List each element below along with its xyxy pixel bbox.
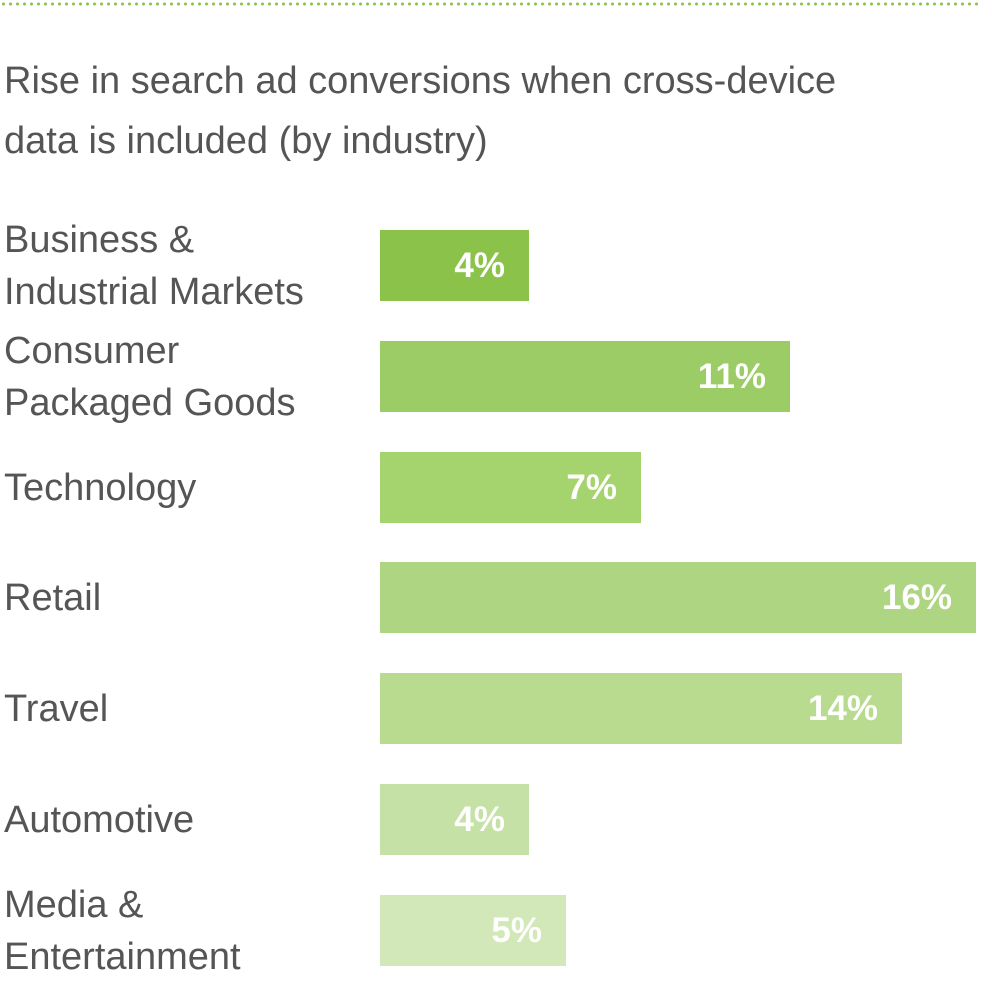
category-label: Consumer Packaged Goods	[4, 325, 364, 429]
bar-value-label: 4%	[454, 800, 505, 839]
bar: 5%	[380, 895, 566, 966]
category-label: Technology	[4, 436, 364, 540]
category-label-line: Automotive	[4, 798, 195, 841]
bar: 7%	[380, 452, 641, 523]
chart-title: Rise in search ad conversions when cross…	[4, 51, 974, 171]
bar: 16%	[380, 562, 976, 633]
category-label: Media & Entertainment	[4, 879, 364, 983]
category-label-line: Business &	[4, 218, 195, 261]
category-label-line: Industrial Markets	[4, 270, 304, 313]
bar: 4%	[380, 230, 529, 301]
chart-title-line-1: Rise in search ad conversions when cross…	[4, 60, 837, 102]
bar-value-label: 5%	[491, 911, 542, 950]
category-label: Travel	[4, 657, 364, 761]
category-label: Automotive	[4, 768, 364, 872]
category-label-line: Packaged Goods	[4, 381, 296, 424]
category-label-line: Media &	[4, 883, 144, 926]
category-label-line: Travel	[4, 687, 109, 730]
bar-value-label: 14%	[807, 689, 878, 728]
category-label-line: Technology	[4, 466, 197, 509]
category-label-line: Entertainment	[4, 935, 241, 978]
bar: 4%	[380, 784, 529, 855]
chart-title-line-2: data is included (by industry)	[4, 120, 488, 162]
bar-value-label: 7%	[566, 468, 617, 507]
category-label-line: Retail	[4, 576, 102, 619]
dotted-divider	[0, 2, 982, 6]
category-label: Business & Industrial Markets	[4, 214, 364, 318]
category-label: Retail	[4, 546, 364, 650]
bar-value-label: 11%	[697, 357, 766, 396]
bar-value-label: 16%	[881, 578, 952, 617]
bar-value-label: 4%	[454, 246, 505, 285]
bar: 11%	[380, 341, 790, 412]
category-label-line: Consumer	[4, 329, 180, 372]
bar: 14%	[380, 673, 902, 744]
